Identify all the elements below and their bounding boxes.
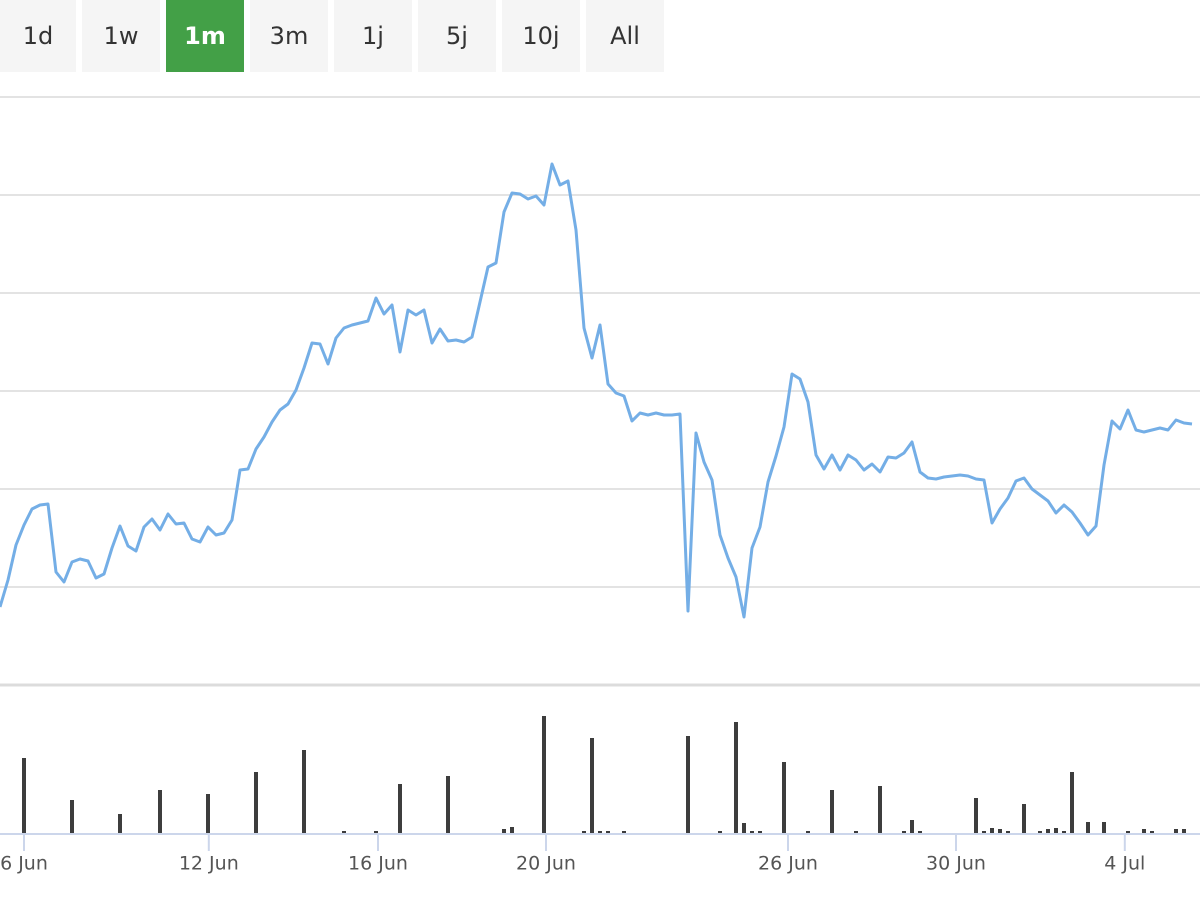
volume-bar <box>1142 829 1146 833</box>
volume-bar <box>902 831 906 833</box>
range-button[interactable] <box>502 0 580 72</box>
volume-bar <box>302 750 306 833</box>
range-button-label[interactable]: 5j <box>446 22 468 50</box>
volume-bar <box>918 831 922 833</box>
volume-bar <box>990 828 994 833</box>
volume-bar <box>1046 829 1050 833</box>
volume-bar <box>750 831 754 833</box>
range-button-label[interactable]: 1m <box>184 22 226 50</box>
range-button-label[interactable]: 10j <box>522 22 559 50</box>
volume-bar <box>1038 831 1042 833</box>
volume-bar <box>606 831 610 833</box>
volume-bar <box>542 716 546 833</box>
range-button[interactable] <box>334 0 412 72</box>
range-button[interactable] <box>418 0 496 72</box>
range-button[interactable] <box>586 0 664 72</box>
volume-bar <box>878 786 882 833</box>
volume-bar <box>1182 829 1186 833</box>
x-tick-label: 4 Jul <box>1104 853 1145 875</box>
range-button-label[interactable]: 1j <box>362 22 384 50</box>
volume-bar <box>374 831 378 833</box>
range-button[interactable] <box>250 0 328 72</box>
volume-bar <box>1006 831 1010 833</box>
volume-bar <box>398 784 402 833</box>
range-button[interactable] <box>166 0 244 72</box>
volume-bar <box>1086 822 1090 833</box>
volume-bar <box>118 814 122 833</box>
x-tick-label: 6 Jun <box>0 853 48 875</box>
range-button-label[interactable]: All <box>610 22 640 50</box>
volume-bar <box>1102 822 1106 833</box>
volume-bar <box>998 829 1002 833</box>
range-button[interactable] <box>0 0 76 72</box>
volume-bar <box>446 776 450 833</box>
volume-bar <box>758 831 762 833</box>
volume-bar <box>1174 829 1178 833</box>
volume-bar <box>1054 828 1058 833</box>
volume-bar <box>854 831 858 833</box>
volume-bar <box>1022 804 1026 833</box>
x-tick-label: 20 Jun <box>516 853 576 875</box>
volume-bar <box>598 831 602 833</box>
range-button-label[interactable]: 1w <box>104 22 139 50</box>
range-button-label[interactable]: 1d <box>23 22 54 50</box>
volume-bar <box>782 762 786 833</box>
volume-bar <box>1070 772 1074 833</box>
volume-bar <box>582 831 586 833</box>
volume-bar <box>22 758 26 833</box>
x-tick-label: 26 Jun <box>758 853 818 875</box>
volume-bar <box>342 831 346 833</box>
range-button[interactable] <box>82 0 160 72</box>
volume-bar <box>206 794 210 833</box>
volume-bar <box>974 798 978 833</box>
x-tick-label: 16 Jun <box>348 853 408 875</box>
x-tick-label: 12 Jun <box>179 853 239 875</box>
volume-bar <box>1062 831 1066 833</box>
volume-bar <box>254 772 258 833</box>
volume-bar <box>718 831 722 833</box>
volume-bar <box>910 820 914 833</box>
volume-bar <box>158 790 162 833</box>
volume-bar <box>686 736 690 833</box>
price-line <box>0 162 1193 619</box>
volume-bar <box>590 738 594 833</box>
volume-bar <box>502 829 506 833</box>
volume-bar <box>806 831 810 833</box>
volume-bar <box>1150 831 1154 833</box>
volume-bar <box>1126 831 1130 833</box>
volume-bar <box>742 823 746 833</box>
volume-bar <box>734 722 738 833</box>
x-tick-label: 30 Jun <box>926 853 986 875</box>
volume-bar <box>622 831 626 833</box>
range-button-label[interactable]: 3m <box>270 22 309 50</box>
volume-bar <box>70 800 74 833</box>
volume-bar <box>830 790 834 833</box>
volume-bar <box>510 827 514 833</box>
volume-bar <box>982 831 986 833</box>
